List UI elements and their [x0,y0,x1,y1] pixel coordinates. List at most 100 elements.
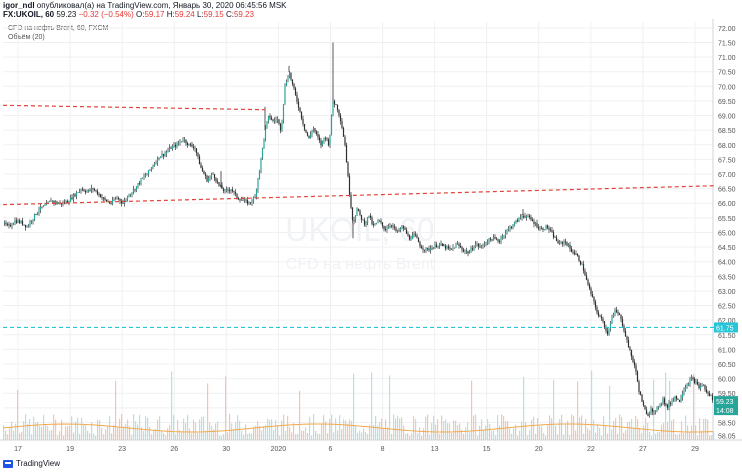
candle-body [699,385,702,389]
volume-bar [529,430,531,440]
candle-body [551,230,553,233]
candle-body [12,223,15,226]
candle-body [81,189,84,191]
candle-body [573,252,576,254]
volume-bar [279,435,281,440]
x-tick-label: 19 [66,446,74,453]
candle-body [17,220,19,223]
volume-bar [367,433,369,440]
candle-body [177,143,180,144]
candle-body [590,288,592,295]
candle-body [171,146,174,149]
volume-bar [245,424,247,440]
candle-body [138,183,141,184]
y-tick-label: 62.00 [718,318,736,325]
volume-bar [523,376,525,440]
candle-body [288,73,291,77]
candle-body [96,191,99,195]
volume-bar [87,430,89,440]
candle-body [548,228,550,230]
candle-body [557,240,559,244]
volume-bar [109,416,111,440]
candle-body [387,226,390,229]
candle-body [588,284,591,289]
candle-body [284,85,286,105]
candle-body [449,248,451,249]
candle-body [686,385,688,388]
candle-body [392,225,394,227]
price-tag-label: 61.75 [716,325,734,332]
candle-body [269,115,271,118]
volume-bar [579,417,581,440]
candle-body [38,209,40,213]
candle-body [87,189,90,192]
volume-bar [601,435,603,440]
y-tick-label: 61.00 [718,347,736,354]
candle-body [20,220,22,223]
candle-body [360,214,363,220]
series-legend: CFD на нефть Brent, 60, FXCM [8,25,109,32]
candle-body [684,387,687,390]
candle-body [381,222,384,226]
volume-bar [417,433,419,440]
volume-bar [165,435,167,440]
low-label: L: [197,10,204,19]
candle-body [528,215,531,218]
volume-bar [481,419,483,440]
candle-body [597,312,600,316]
candle-body [383,225,385,230]
candle-body [636,371,639,382]
volume-bar [161,431,163,440]
candle-body [185,139,187,144]
volume-bar [187,414,189,440]
volume-bar [373,424,375,440]
candle-body [32,219,34,222]
volume-bar [499,425,501,440]
candle-body [509,227,511,229]
candle-body [204,174,207,176]
volume-bar [561,414,563,440]
candle-body [194,148,196,150]
volume-bar [485,425,487,440]
candle-body [441,243,444,246]
y-tick-label: 68.50 [718,128,736,135]
candle-body [594,301,597,308]
candle-body [191,144,193,147]
volume-bar [285,430,287,440]
candle-body [575,253,577,255]
candle-body [29,221,31,226]
volume-bar [675,434,677,440]
volume-bar [653,379,655,440]
candle-body [318,137,321,141]
volume-bar [295,433,297,440]
volume-bar [105,429,107,440]
volume-bar [213,429,215,440]
volume-bar [35,422,37,440]
candle-body [689,379,691,384]
high-label: H: [166,10,175,19]
volume-bar [687,425,689,440]
volume-bar [79,434,81,440]
volume-bar [75,421,77,440]
volume-bar [277,425,279,440]
candle-body [198,156,201,165]
candle-body [126,196,129,200]
candle-body [515,220,517,223]
volume-bar [669,380,671,440]
volume-bar [3,425,5,440]
price-chart[interactable]: 72.00 71.50 71.00 70.50 70.00 69.50 69.00 68.50… [0,19,742,459]
y-tick-label: 58.05 [718,434,736,441]
volume-bar [479,425,481,440]
candle-body [158,157,160,159]
candle-body [596,307,598,313]
candle-body [311,130,313,135]
candle-body [567,244,570,246]
volume-bar [671,420,673,440]
candle-body [426,247,429,249]
candle-body [11,225,13,227]
y-tick-label: 63.50 [718,274,736,281]
candle-body [555,237,558,241]
candle-body [519,217,522,219]
candle-body [614,310,616,315]
candle-body [621,319,624,326]
